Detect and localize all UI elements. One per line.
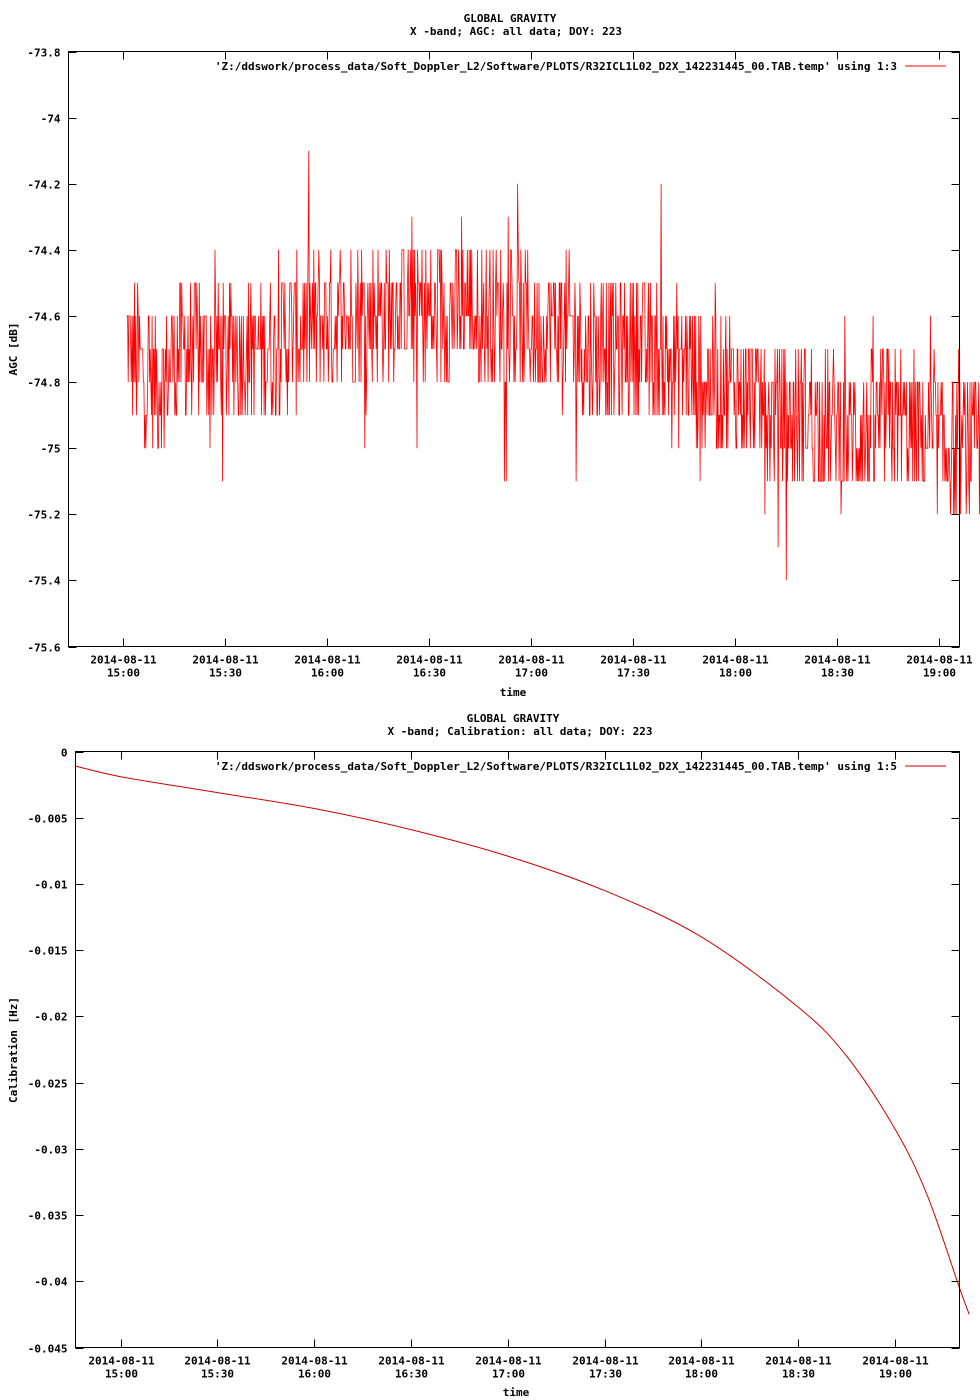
calibration-x-tick-date: 2014-08-11 xyxy=(475,1355,542,1368)
agc-y-tick-label: -74.6 xyxy=(27,311,60,324)
calibration-x-tick-time: 16:30 xyxy=(395,1368,428,1381)
agc-x-tick-time: 18:30 xyxy=(821,667,854,680)
calibration-x-tick-time: 17:00 xyxy=(492,1368,525,1381)
agc-x-tick-time: 15:30 xyxy=(209,667,242,680)
agc-x-tick-time: 19:00 xyxy=(923,667,956,680)
calibration-x-ticks: 2014-08-1115:002014-08-1115:302014-08-11… xyxy=(88,751,929,1381)
agc-x-tick-time: 18:00 xyxy=(719,667,752,680)
calibration-y-tick-label: -0.04 xyxy=(34,1276,67,1289)
agc-x-tick-time: 16:00 xyxy=(311,667,344,680)
agc-series-line xyxy=(126,150,980,581)
calibration-plot-area xyxy=(75,765,970,1315)
calibration-x-tick-time: 16:00 xyxy=(298,1368,331,1381)
calibration-x-tick-time: 19:00 xyxy=(879,1368,912,1381)
calibration-y-tick-label: -0.02 xyxy=(34,1011,67,1024)
agc-y-tick-label: -74.8 xyxy=(27,377,60,390)
agc-y-tick-label: -73.8 xyxy=(27,47,60,60)
agc-x-tick-date: 2014-08-11 xyxy=(498,654,565,667)
agc-plot-frame xyxy=(68,51,960,647)
agc-x-tick-date: 2014-08-11 xyxy=(192,654,259,667)
calibration-x-tick-time: 17:30 xyxy=(589,1368,622,1381)
calibration-y-tick-label: -0.01 xyxy=(34,879,67,892)
agc-y-ticks: -73.8 -74 -74.2 -74.4 -74.6 -74.8 -75 -75.2 -75.… xyxy=(27,47,960,655)
agc-y-tick-label: -74 xyxy=(41,113,61,126)
calibration-chart: GLOBAL GRAVITY X -band; Calibration: all… xyxy=(7,712,970,1399)
calibration-legend-label: 'Z:/ddswork/process_data/Soft_Doppler_L2… xyxy=(215,760,897,773)
calibration-x-tick-time: 18:30 xyxy=(782,1368,815,1381)
calibration-x-tick-date: 2014-08-11 xyxy=(184,1355,251,1368)
agc-chart-title: GLOBAL GRAVITY xyxy=(464,12,557,25)
agc-y-tick-label: -74.2 xyxy=(27,179,60,192)
calibration-x-tick-time: 15:00 xyxy=(105,1368,138,1381)
calibration-chart-subtitle: X -band; Calibration: all data; DOY: 223 xyxy=(388,725,653,738)
agc-x-tick-date: 2014-08-11 xyxy=(702,654,769,667)
calibration-x-tick-date: 2014-08-11 xyxy=(572,1355,639,1368)
calibration-y-tick-label: 0 xyxy=(61,747,68,760)
calibration-y-tick-label: -0.03 xyxy=(34,1144,67,1157)
agc-x-tick-date: 2014-08-11 xyxy=(90,654,157,667)
calibration-y-tick-label: -0.015 xyxy=(28,945,68,958)
agc-x-ticks: 2014-08-1115:002014-08-1115:302014-08-11… xyxy=(90,51,973,680)
agc-x-tick-date: 2014-08-11 xyxy=(906,654,973,667)
calibration-y-ticks: 0 -0.005 -0.01 -0.015 -0.02 -0.025 -0.03 -0.035… xyxy=(28,747,960,1356)
agc-y-tick-label: -75.4 xyxy=(27,575,60,588)
calibration-x-tick-time: 18:00 xyxy=(685,1368,718,1381)
calibration-x-tick-date: 2014-08-11 xyxy=(378,1355,445,1368)
calibration-y-tick-label: -0.005 xyxy=(28,813,68,826)
agc-y-axis-label: AGC [dB] xyxy=(7,323,20,376)
calibration-y-tick-label: -0.035 xyxy=(28,1210,68,1223)
agc-y-tick-label: -74.4 xyxy=(27,245,60,258)
calibration-series-line xyxy=(75,765,970,1315)
agc-x-axis-label: time xyxy=(500,686,527,699)
agc-chart-subtitle: X -band; AGC: all data; DOY: 223 xyxy=(410,25,622,38)
calibration-y-tick-label: -0.045 xyxy=(28,1343,68,1356)
agc-x-tick-date: 2014-08-11 xyxy=(600,654,667,667)
agc-plot-area xyxy=(126,150,980,581)
calibration-x-tick-date: 2014-08-11 xyxy=(765,1355,832,1368)
calibration-x-tick-date: 2014-08-11 xyxy=(862,1355,929,1368)
calibration-x-tick-date: 2014-08-11 xyxy=(668,1355,735,1368)
agc-legend-label: 'Z:/ddswork/process_data/Soft_Doppler_L2… xyxy=(215,60,897,73)
calibration-x-axis-label: time xyxy=(503,1386,530,1399)
agc-x-tick-date: 2014-08-11 xyxy=(804,654,871,667)
calibration-x-tick-date: 2014-08-11 xyxy=(88,1355,155,1368)
agc-x-tick-time: 15:00 xyxy=(107,667,140,680)
agc-y-tick-label: -75.2 xyxy=(27,509,60,522)
calibration-x-tick-date: 2014-08-11 xyxy=(281,1355,348,1368)
calibration-chart-title: GLOBAL GRAVITY xyxy=(467,712,560,725)
calibration-plot-frame xyxy=(75,751,960,1348)
agc-x-tick-date: 2014-08-11 xyxy=(294,654,361,667)
agc-y-tick-label: -75 xyxy=(41,443,61,456)
calibration-x-tick-time: 15:30 xyxy=(201,1368,234,1381)
calibration-y-axis-label: Calibration [Hz] xyxy=(7,997,20,1103)
agc-y-tick-label: -75.6 xyxy=(27,642,60,655)
agc-x-tick-time: 17:30 xyxy=(617,667,650,680)
agc-x-tick-time: 17:00 xyxy=(515,667,548,680)
agc-x-tick-date: 2014-08-11 xyxy=(396,654,463,667)
calibration-y-tick-label: -0.025 xyxy=(28,1078,68,1091)
agc-x-tick-time: 16:30 xyxy=(413,667,446,680)
agc-chart: GLOBAL GRAVITY X -band; AGC: all data; D… xyxy=(7,12,980,699)
